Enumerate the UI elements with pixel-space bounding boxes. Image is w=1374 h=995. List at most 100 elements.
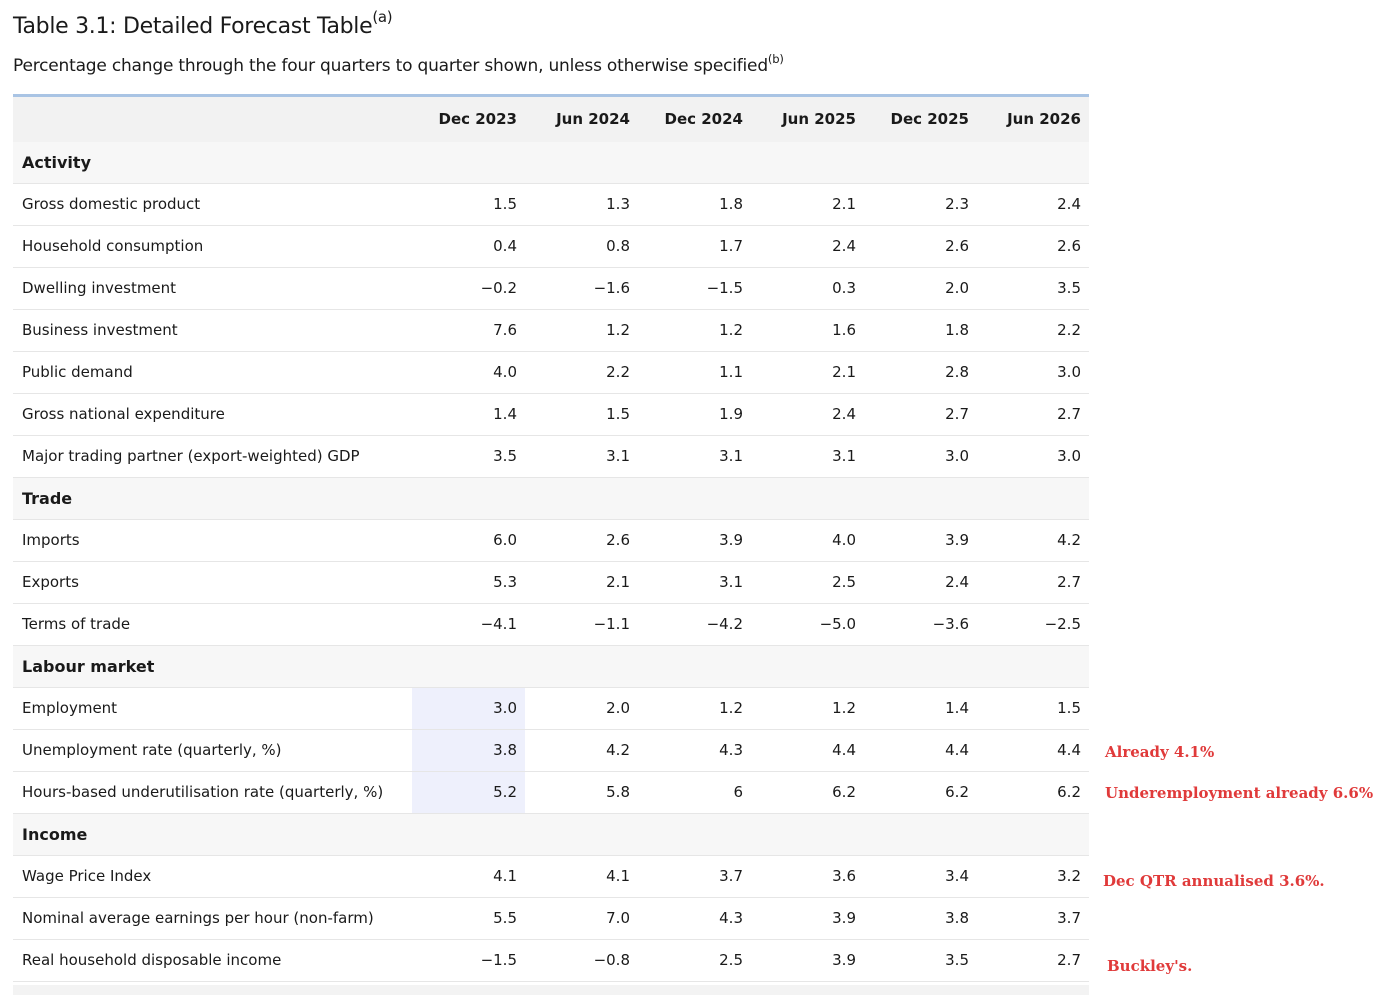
table-row: Hours-based underutilisation rate (quart… xyxy=(13,771,1089,814)
value-cell: 1.5 xyxy=(525,393,638,436)
section-heading: Income xyxy=(13,813,1089,856)
value-cell: 2.3 xyxy=(864,183,977,226)
value-cell: 3.6 xyxy=(751,855,864,898)
section-row: Trade xyxy=(13,477,1089,520)
value-cell: 3.1 xyxy=(525,435,638,478)
table-footer-band xyxy=(13,985,1089,995)
row-label: Business investment xyxy=(13,309,412,352)
value-cell: −1.5 xyxy=(638,267,751,310)
value-cell: 2.6 xyxy=(864,225,977,268)
table-row: Exports 5.3 2.1 3.1 2.5 2.4 2.7 xyxy=(13,561,1089,604)
table-row: Imports 6.0 2.6 3.9 4.0 3.9 4.2 xyxy=(13,519,1089,562)
value-cell: 1.6 xyxy=(751,309,864,352)
value-cell: 3.5 xyxy=(864,939,977,982)
column-header: Dec 2025 xyxy=(890,110,970,129)
value-cell: 2.4 xyxy=(977,183,1089,226)
annotation-wage: Dec QTR annualised 3.6%. xyxy=(1103,872,1325,890)
annotation-underemployment: Underemployment already 6.6% xyxy=(1105,784,1374,802)
value-cell: 1.8 xyxy=(638,183,751,226)
value-cell: 1.3 xyxy=(525,183,638,226)
section-row: Activity xyxy=(13,141,1089,184)
value-cell: −5.0 xyxy=(751,603,864,646)
table-row: Terms of trade −4.1 −1.1 −4.2 −5.0 −3.6 −2.5 xyxy=(13,603,1089,646)
table-header-row: Dec 2023 Jun 2024 Dec 2024 Jun 2025 Dec … xyxy=(13,95,1089,142)
value-cell: 1.2 xyxy=(525,309,638,352)
row-label: Terms of trade xyxy=(13,603,412,646)
section-heading: Labour market xyxy=(13,645,1089,688)
value-cell: 2.0 xyxy=(864,267,977,310)
value-cell: 1.5 xyxy=(412,183,525,226)
table-row: Wage Price Index 4.1 4.1 3.7 3.6 3.4 3.2 xyxy=(13,855,1089,898)
value-cell: 6.0 xyxy=(412,519,525,562)
value-cell: 4.1 xyxy=(412,855,525,898)
table-row: Household consumption 0.4 0.8 1.7 2.4 2.6 2.6 xyxy=(13,225,1089,268)
row-label: Gross national expenditure xyxy=(13,393,412,436)
value-cell: 1.2 xyxy=(751,687,864,730)
value-cell: 1.7 xyxy=(638,225,751,268)
value-cell: 2.7 xyxy=(977,939,1089,982)
table-subtitle: Percentage change through the four quart… xyxy=(13,51,784,76)
value-cell: 2.5 xyxy=(751,561,864,604)
column-header: Jun 2024 xyxy=(556,110,630,129)
row-label: Nominal average earnings per hour (non-f… xyxy=(13,897,412,940)
value-cell: 2.5 xyxy=(638,939,751,982)
value-cell: 2.6 xyxy=(977,225,1089,268)
value-cell: 1.8 xyxy=(864,309,977,352)
value-cell: 4.4 xyxy=(751,729,864,772)
value-cell: 3.9 xyxy=(638,519,751,562)
value-cell: 1.2 xyxy=(638,309,751,352)
value-cell: 4.3 xyxy=(638,897,751,940)
table-row: Nominal average earnings per hour (non-f… xyxy=(13,897,1089,940)
row-label: Hours-based underutilisation rate (quart… xyxy=(13,771,412,814)
value-cell: −0.2 xyxy=(412,267,525,310)
value-cell: 7.0 xyxy=(525,897,638,940)
value-cell: 1.5 xyxy=(977,687,1089,730)
value-cell: 3.8 xyxy=(412,729,525,772)
value-cell: −1.6 xyxy=(525,267,638,310)
row-label: Exports xyxy=(13,561,412,604)
value-cell: 4.4 xyxy=(864,729,977,772)
value-cell: 3.4 xyxy=(864,855,977,898)
value-cell: 6.2 xyxy=(977,771,1089,814)
header-blank-cell xyxy=(13,96,412,142)
value-cell: 2.7 xyxy=(977,561,1089,604)
value-cell: 6.2 xyxy=(751,771,864,814)
value-cell: 1.4 xyxy=(864,687,977,730)
value-cell: 0.3 xyxy=(751,267,864,310)
value-cell: 1.4 xyxy=(412,393,525,436)
column-header: Dec 2023 xyxy=(438,110,518,129)
value-cell: 2.8 xyxy=(864,351,977,394)
section-heading: Trade xyxy=(13,477,1089,520)
value-cell: 4.2 xyxy=(525,729,638,772)
column-header: Jun 2026 xyxy=(1007,110,1081,129)
value-cell: 3.0 xyxy=(977,435,1089,478)
table-row: Unemployment rate (quarterly, %) 3.8 4.2 4.… xyxy=(13,729,1089,772)
value-cell: 1.1 xyxy=(638,351,751,394)
table-row: Employment 3.0 2.0 1.2 1.2 1.4 1.5 xyxy=(13,687,1089,730)
row-label: Employment xyxy=(13,687,412,730)
row-label: Major trading partner (export-weighted) … xyxy=(13,435,412,478)
value-cell: 6.2 xyxy=(864,771,977,814)
row-label: Dwelling investment xyxy=(13,267,412,310)
value-cell: 3.8 xyxy=(864,897,977,940)
value-cell: 3.5 xyxy=(977,267,1089,310)
value-cell: 2.2 xyxy=(525,351,638,394)
value-cell: 1.2 xyxy=(638,687,751,730)
value-cell: 3.1 xyxy=(638,435,751,478)
value-cell: 2.2 xyxy=(977,309,1089,352)
value-cell: 2.1 xyxy=(525,561,638,604)
value-cell: 1.9 xyxy=(638,393,751,436)
value-cell: 2.7 xyxy=(864,393,977,436)
value-cell: 3.0 xyxy=(864,435,977,478)
value-cell: 3.7 xyxy=(977,897,1089,940)
value-cell: 6 xyxy=(638,771,751,814)
value-cell: 3.9 xyxy=(864,519,977,562)
column-header: Jun 2025 xyxy=(782,110,856,129)
value-cell: 2.6 xyxy=(525,519,638,562)
row-label: Real household disposable income xyxy=(13,939,412,982)
value-cell: 3.7 xyxy=(638,855,751,898)
table-title: Table 3.1: Detailed Forecast Table(a) xyxy=(13,8,393,39)
row-label: Household consumption xyxy=(13,225,412,268)
table-row: Dwelling investment −0.2 −1.6 −1.5 0.3 2.0 3.5 xyxy=(13,267,1089,310)
value-cell: 3.2 xyxy=(977,855,1089,898)
